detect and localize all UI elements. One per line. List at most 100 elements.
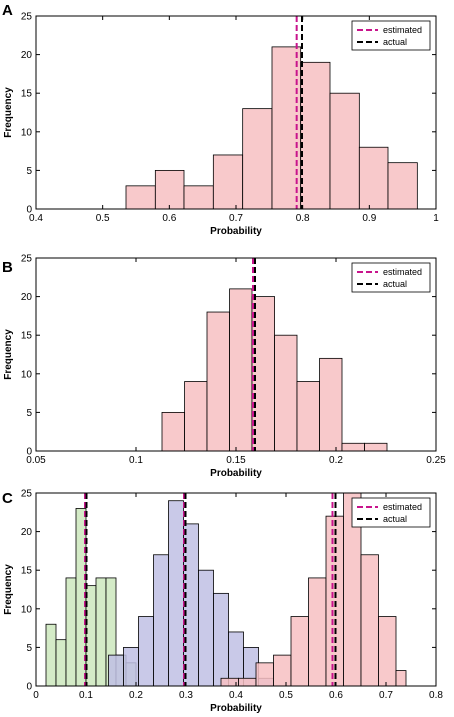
y-axis-label: Frequency: [3, 329, 14, 380]
legend-label: estimated: [383, 267, 422, 277]
histogram-bar: [153, 554, 169, 687]
legend-label: actual: [383, 279, 407, 289]
x-axis-label: Probability: [210, 226, 262, 237]
histogram-bar: [65, 577, 77, 687]
legend-label: estimated: [383, 502, 422, 512]
legend-box: [351, 20, 431, 51]
legend-label: estimated: [383, 25, 422, 35]
y-tick-label: 10: [21, 369, 33, 380]
histogram-bar: [308, 577, 327, 687]
histogram-bar: [183, 185, 214, 210]
histogram-bars: [161, 288, 388, 452]
histogram-bar: [213, 592, 229, 687]
histogram-bar: [273, 654, 292, 687]
histogram-bar: [360, 554, 379, 687]
histogram-bar: [319, 357, 343, 452]
histogram-bar: [296, 381, 321, 452]
y-tick-label: 0: [26, 205, 32, 216]
histogram-bar: [329, 92, 360, 210]
y-tick-label: 10: [21, 604, 33, 615]
legend-label: actual: [383, 37, 407, 47]
histogram-bar: [251, 296, 276, 452]
y-tick-label: 20: [21, 50, 33, 61]
y-tick-label: 20: [21, 527, 33, 538]
histogram-bar: [274, 334, 298, 452]
legend: estimated actual: [351, 497, 431, 528]
panel-letter: B: [2, 259, 13, 276]
legend: estimated actual: [351, 20, 431, 51]
x-tick-label: 0.15: [226, 455, 246, 466]
histogram-bar: [161, 411, 186, 452]
x-tick-label: 0.8: [296, 213, 310, 224]
histogram-bar: [364, 442, 388, 452]
panel-c: C 0 0.1 0.2 0.3 0.4 0.5 0.6 0.7 0.8 0 5 10 15 20 25 Prob…: [2, 489, 443, 715]
x-tick-label: 0.4: [29, 213, 43, 224]
x-tick-label: 0.1: [129, 455, 143, 466]
histogram-bar: [212, 154, 244, 210]
histogram-bar: [108, 654, 124, 687]
histogram-bar: [55, 639, 67, 687]
y-tick-label: 5: [26, 408, 32, 419]
y-axis-label: Frequency: [3, 564, 14, 615]
histogram-bar: [168, 500, 184, 687]
x-tick-label: 0.6: [329, 690, 343, 701]
histogram-bar: [238, 677, 257, 687]
x-tick-label: 0.25: [426, 455, 446, 466]
histogram-bar: [154, 169, 185, 210]
legend-box: [351, 497, 431, 528]
legend-label: actual: [383, 514, 407, 524]
x-tick-label: 0.8: [429, 690, 443, 701]
x-tick-label: 0.7: [379, 690, 393, 701]
panel-letter: C: [2, 490, 13, 507]
y-tick-label: 10: [21, 127, 33, 138]
histogram-bars: [45, 492, 407, 687]
histogram-bar: [300, 61, 331, 210]
histogram-bar: [138, 616, 154, 687]
histogram-bar: [290, 616, 309, 687]
histogram-bar: [387, 162, 418, 210]
histogram-bar: [85, 585, 97, 687]
x-tick-label: 0.5: [279, 690, 293, 701]
histogram-bar: [395, 670, 407, 687]
x-tick-label: 0.9: [362, 213, 376, 224]
x-tick-label: 0.6: [162, 213, 176, 224]
histogram-bar: [95, 577, 107, 687]
y-tick-label: 15: [21, 331, 33, 342]
histogram-bar: [255, 662, 274, 687]
x-tick-label: 0.2: [129, 690, 143, 701]
histogram-bar: [206, 311, 231, 452]
x-tick-label: 1: [433, 213, 439, 224]
legend-box: [351, 262, 431, 293]
x-tick-label: 0.4: [229, 690, 243, 701]
x-axis-label: Probability: [210, 468, 262, 479]
histogram-bar: [341, 442, 366, 452]
y-tick-label: 15: [21, 566, 33, 577]
x-tick-label: 0.1: [79, 690, 93, 701]
histogram-bar: [358, 146, 389, 210]
panel-b: B 0.05 0.1 0.15 0.2 0.25 0 5 10 15 20 25 Probability…: [2, 254, 446, 480]
y-tick-label: 25: [21, 254, 33, 265]
x-tick-label: 0.3: [179, 690, 193, 701]
y-tick-label: 5: [26, 643, 32, 654]
y-tick-label: 0: [26, 447, 32, 458]
y-tick-label: 0: [26, 682, 32, 693]
histogram-bar: [45, 623, 57, 687]
x-tick-label: 0.05: [26, 455, 46, 466]
x-tick-label: 0.7: [229, 213, 243, 224]
histogram-bar: [198, 569, 214, 687]
y-tick-label: 25: [21, 489, 33, 500]
histogram-bar: [378, 616, 397, 687]
histogram-bar: [229, 288, 253, 452]
y-tick-label: 15: [21, 89, 33, 100]
y-tick-label: 20: [21, 292, 33, 303]
y-tick-label: 25: [21, 12, 33, 23]
x-tick-label: 0.2: [329, 455, 343, 466]
y-axis-label: Frequency: [3, 87, 14, 138]
y-tick-label: 5: [26, 166, 32, 177]
x-tick-label: 0.5: [96, 213, 110, 224]
histogram-bar: [123, 647, 139, 687]
histogram-bar: [125, 185, 156, 210]
legend: estimated actual: [351, 262, 431, 293]
panel-a: A0.4 0.5 0.6 0.7 0.8 0.9 10510152025Probabilit…: [2, 2, 439, 237]
